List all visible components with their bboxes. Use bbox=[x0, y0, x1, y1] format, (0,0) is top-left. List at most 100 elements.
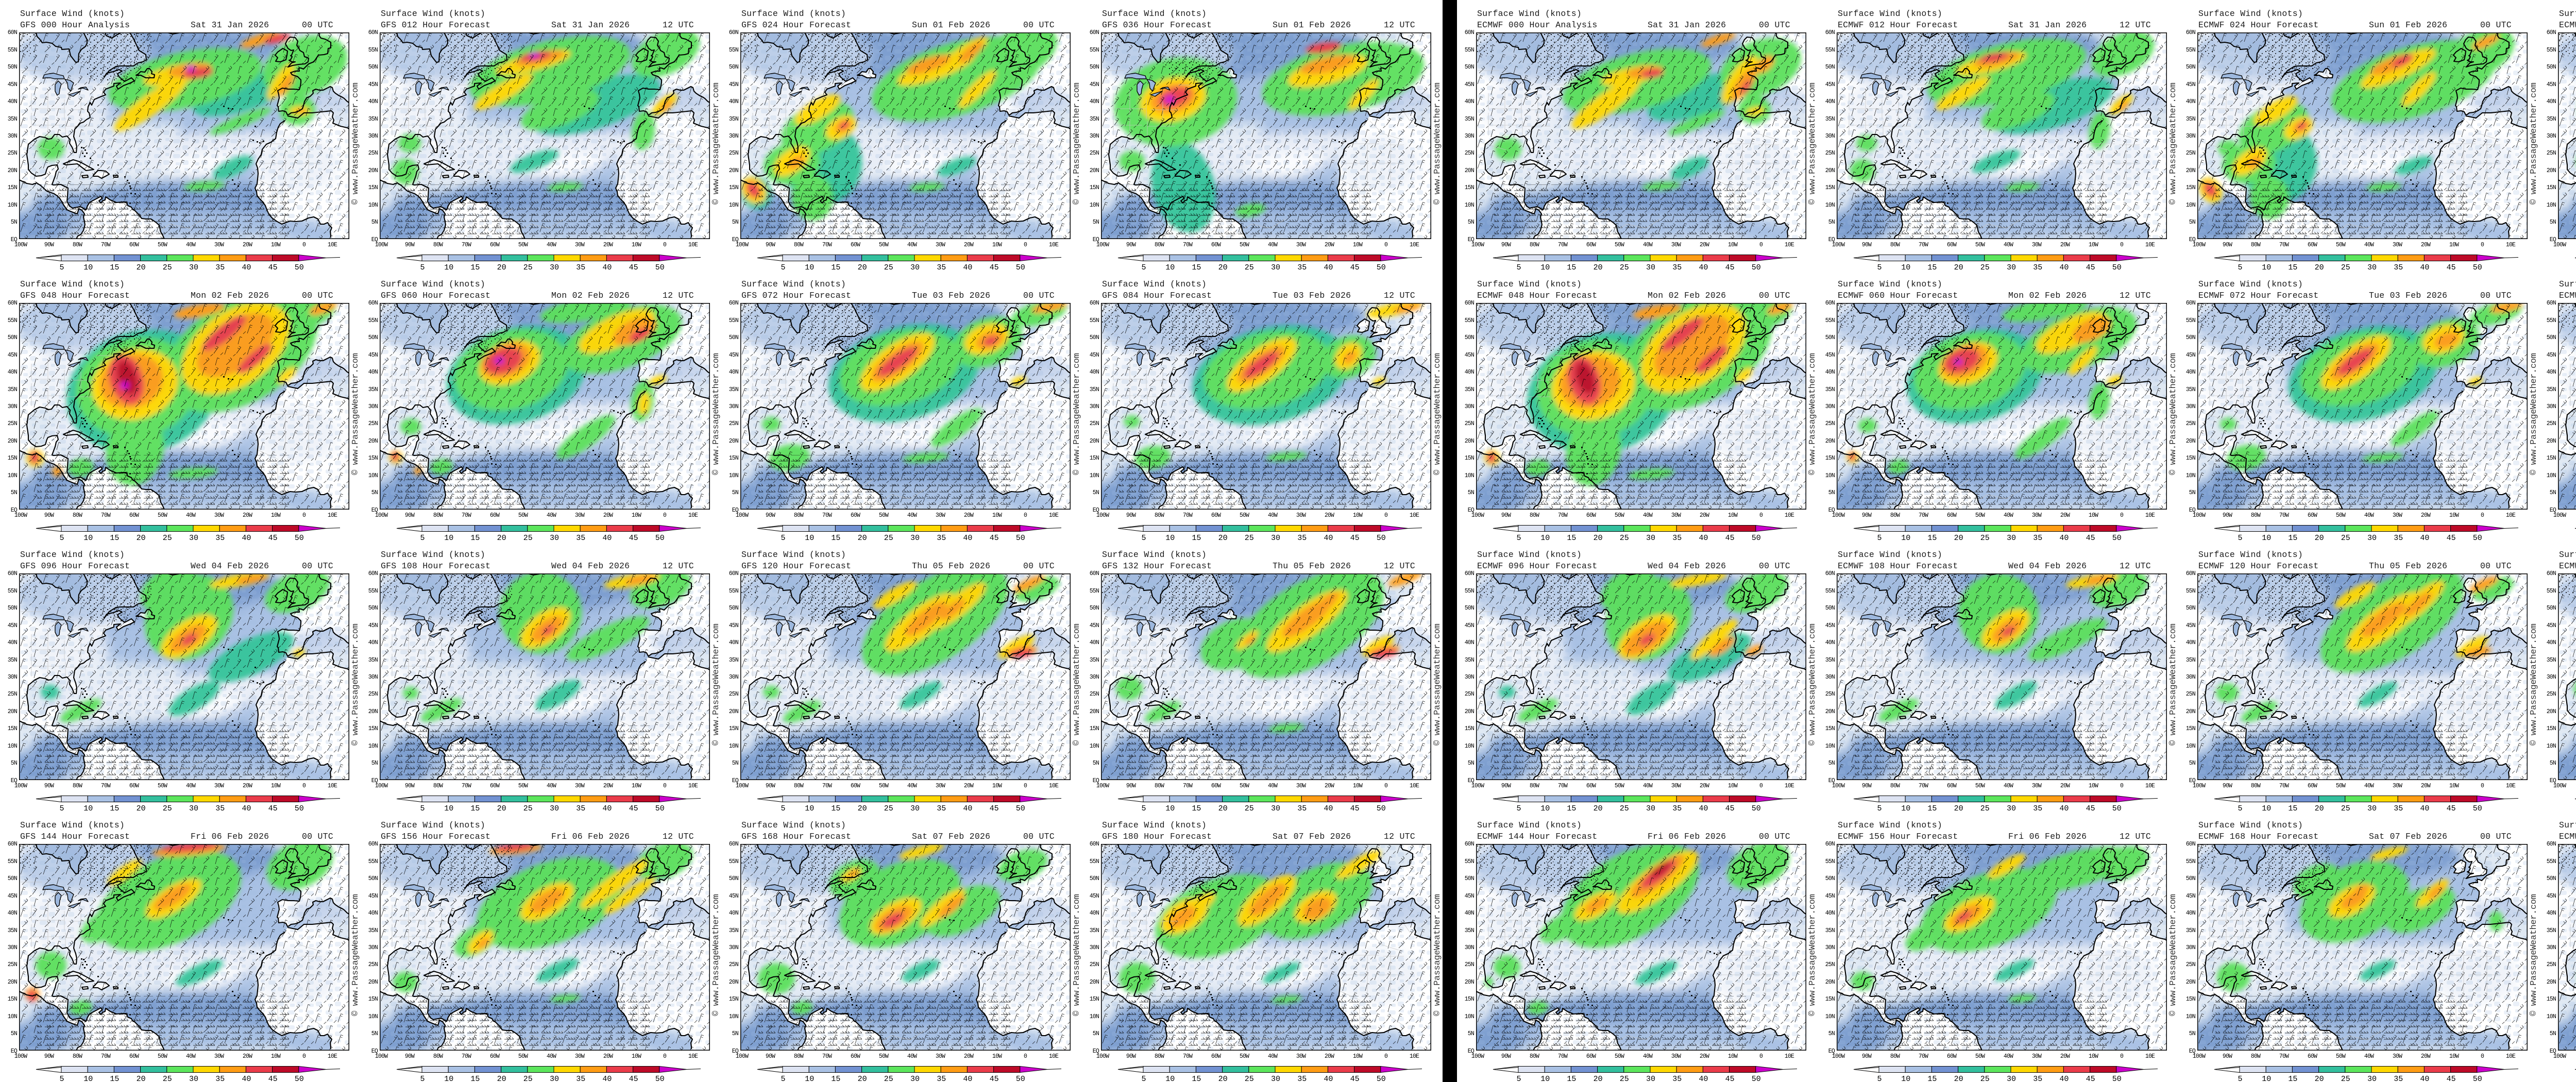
svg-text:00 UTC: 00 UTC bbox=[1023, 832, 1055, 841]
svg-text:GFS 156 Hour Forecast: GFS 156 Hour Forecast bbox=[381, 832, 490, 841]
svg-text:12 UTC: 12 UTC bbox=[1384, 561, 1415, 571]
svg-text:Surface Wind (knots): Surface Wind (knots) bbox=[1477, 279, 1582, 289]
svg-text:12 UTC: 12 UTC bbox=[2120, 291, 2151, 300]
svg-text:00 UTC: 00 UTC bbox=[1023, 291, 1055, 300]
svg-text:Surface Wind (knots): Surface Wind (knots) bbox=[381, 550, 485, 560]
svg-text:Surface Wind (knots): Surface Wind (knots) bbox=[1477, 820, 1582, 830]
svg-text:ECMWF 180 Hour Forecast: ECMWF 180 Hour Forecast bbox=[2559, 832, 2576, 841]
svg-text:12 UTC: 12 UTC bbox=[663, 561, 694, 571]
svg-text:ECMWF 108 Hour Forecast: ECMWF 108 Hour Forecast bbox=[1838, 561, 1958, 571]
svg-text:00 UTC: 00 UTC bbox=[1023, 20, 1055, 30]
svg-text:00 UTC: 00 UTC bbox=[2480, 291, 2512, 300]
svg-text:Tue 03 Feb 2026: Tue 03 Feb 2026 bbox=[1273, 291, 1351, 300]
svg-text:Thu 05 Feb 2026: Thu 05 Feb 2026 bbox=[2369, 561, 2447, 571]
svg-text:00 UTC: 00 UTC bbox=[302, 20, 333, 30]
svg-text:ECMWF 072 Hour Forecast: ECMWF 072 Hour Forecast bbox=[2198, 291, 2319, 300]
svg-text:Surface Wind (knots): Surface Wind (knots) bbox=[20, 9, 125, 19]
svg-text:00 UTC: 00 UTC bbox=[1759, 561, 1790, 571]
svg-text:Surface Wind (knots): Surface Wind (knots) bbox=[741, 9, 846, 19]
svg-text:00 UTC: 00 UTC bbox=[302, 291, 333, 300]
svg-text:Surface Wind (knots): Surface Wind (knots) bbox=[1102, 550, 1207, 560]
svg-text:GFS 096 Hour Forecast: GFS 096 Hour Forecast bbox=[20, 561, 130, 571]
svg-text:Surface Wind (knots): Surface Wind (knots) bbox=[1477, 550, 1582, 560]
svg-text:Mon 02 Feb 2026: Mon 02 Feb 2026 bbox=[1648, 291, 1726, 300]
svg-text:Sat 31 Jan 2026: Sat 31 Jan 2026 bbox=[551, 20, 630, 30]
svg-text:00 UTC: 00 UTC bbox=[1023, 561, 1055, 571]
svg-text:Surface Wind (knots): Surface Wind (knots) bbox=[1102, 9, 1207, 19]
svg-text:Mon 02 Feb 2026: Mon 02 Feb 2026 bbox=[2008, 291, 2087, 300]
svg-text:ECMWF 156 Hour Forecast: ECMWF 156 Hour Forecast bbox=[1838, 832, 1958, 841]
svg-text:Surface Wind (knots): Surface Wind (knots) bbox=[381, 9, 485, 19]
svg-text:Sat 31 Jan 2026: Sat 31 Jan 2026 bbox=[191, 20, 269, 30]
svg-text:Surface Wind (knots): Surface Wind (knots) bbox=[381, 279, 485, 289]
svg-text:Surface Wind (knots): Surface Wind (knots) bbox=[20, 279, 125, 289]
svg-text:Fri 06 Feb 2026: Fri 06 Feb 2026 bbox=[1648, 832, 1726, 841]
svg-text:12 UTC: 12 UTC bbox=[1384, 20, 1415, 30]
svg-text:Sat 07 Feb 2026: Sat 07 Feb 2026 bbox=[2369, 832, 2447, 841]
svg-text:ECMWF 144 Hour Forecast: ECMWF 144 Hour Forecast bbox=[1477, 832, 1598, 841]
svg-text:00 UTC: 00 UTC bbox=[2480, 832, 2512, 841]
svg-text:ECMWF 024 Hour Forecast: ECMWF 024 Hour Forecast bbox=[2198, 20, 2319, 30]
svg-text:ECMWF 096 Hour Forecast: ECMWF 096 Hour Forecast bbox=[1477, 561, 1598, 571]
svg-text:GFS 024 Hour Forecast: GFS 024 Hour Forecast bbox=[741, 20, 851, 30]
svg-text:Surface Wind (knots): Surface Wind (knots) bbox=[20, 820, 125, 830]
svg-text:Surface Wind (knots): Surface Wind (knots) bbox=[2198, 550, 2303, 560]
svg-text:Surface Wind (knots): Surface Wind (knots) bbox=[381, 820, 485, 830]
svg-text:12 UTC: 12 UTC bbox=[2120, 561, 2151, 571]
svg-text:00 UTC: 00 UTC bbox=[2480, 561, 2512, 571]
svg-text:12 UTC: 12 UTC bbox=[1384, 832, 1415, 841]
svg-text:GFS 000 Hour Analysis: GFS 000 Hour Analysis bbox=[20, 20, 130, 30]
svg-text:12 UTC: 12 UTC bbox=[2120, 20, 2151, 30]
svg-text:12 UTC: 12 UTC bbox=[2120, 832, 2151, 841]
svg-text:Surface Wind (knots): Surface Wind (knots) bbox=[1102, 279, 1207, 289]
svg-text:ECMWF 060 Hour Forecast: ECMWF 060 Hour Forecast bbox=[1838, 291, 1958, 300]
svg-text:ECMWF 036 Hour Forecast: ECMWF 036 Hour Forecast bbox=[2559, 20, 2576, 30]
svg-text:Sat 07 Feb 2026: Sat 07 Feb 2026 bbox=[1273, 832, 1351, 841]
svg-text:00 UTC: 00 UTC bbox=[1759, 291, 1790, 300]
svg-text:12 UTC: 12 UTC bbox=[663, 20, 694, 30]
svg-text:GFS 060 Hour Forecast: GFS 060 Hour Forecast bbox=[381, 291, 490, 300]
svg-text:Surface Wind (knots): Surface Wind (knots) bbox=[2559, 820, 2576, 830]
svg-text:Wed 04 Feb 2026: Wed 04 Feb 2026 bbox=[191, 561, 269, 571]
svg-text:Surface Wind (knots): Surface Wind (knots) bbox=[2198, 9, 2303, 19]
svg-text:ECMWF 012 Hour Forecast: ECMWF 012 Hour Forecast bbox=[1838, 20, 1958, 30]
svg-text:Sun 01 Feb 2026: Sun 01 Feb 2026 bbox=[2369, 20, 2447, 30]
svg-text:GFS 108 Hour Forecast: GFS 108 Hour Forecast bbox=[381, 561, 490, 571]
svg-text:Fri 06 Feb 2026: Fri 06 Feb 2026 bbox=[2008, 832, 2087, 841]
svg-text:ECMWF 048 Hour Forecast: ECMWF 048 Hour Forecast bbox=[1477, 291, 1598, 300]
svg-text:Tue 03 Feb 2026: Tue 03 Feb 2026 bbox=[912, 291, 990, 300]
svg-text:12 UTC: 12 UTC bbox=[663, 291, 694, 300]
svg-text:Surface Wind (knots): Surface Wind (knots) bbox=[1102, 820, 1207, 830]
svg-text:GFS 012 Hour Forecast: GFS 012 Hour Forecast bbox=[381, 20, 490, 30]
svg-text:GFS 144 Hour Forecast: GFS 144 Hour Forecast bbox=[20, 832, 130, 841]
svg-text:GFS 048 Hour Forecast: GFS 048 Hour Forecast bbox=[20, 291, 130, 300]
svg-text:Surface Wind (knots): Surface Wind (knots) bbox=[1838, 820, 1942, 830]
svg-text:Wed 04 Feb 2026: Wed 04 Feb 2026 bbox=[2008, 561, 2087, 571]
svg-text:Wed 04 Feb 2026: Wed 04 Feb 2026 bbox=[551, 561, 630, 571]
svg-text:GFS 084 Hour Forecast: GFS 084 Hour Forecast bbox=[1102, 291, 1212, 300]
svg-text:Fri 06 Feb 2026: Fri 06 Feb 2026 bbox=[191, 832, 269, 841]
svg-text:ECMWF 084 Hour Forecast: ECMWF 084 Hour Forecast bbox=[2559, 291, 2576, 300]
svg-text:GFS 120 Hour Forecast: GFS 120 Hour Forecast bbox=[741, 561, 851, 571]
svg-text:Surface Wind (knots): Surface Wind (knots) bbox=[741, 550, 846, 560]
svg-text:Thu 05 Feb 2026: Thu 05 Feb 2026 bbox=[1273, 561, 1351, 571]
svg-text:Wed 04 Feb 2026: Wed 04 Feb 2026 bbox=[1648, 561, 1726, 571]
svg-text:Sat 07 Feb 2026: Sat 07 Feb 2026 bbox=[912, 832, 990, 841]
svg-text:Surface Wind (knots): Surface Wind (knots) bbox=[2198, 279, 2303, 289]
svg-text:00 UTC: 00 UTC bbox=[1759, 20, 1790, 30]
svg-text:Surface Wind (knots): Surface Wind (knots) bbox=[741, 279, 846, 289]
svg-text:ECMWF 000 Hour Analysis: ECMWF 000 Hour Analysis bbox=[1477, 20, 1598, 30]
svg-text:00 UTC: 00 UTC bbox=[302, 561, 333, 571]
svg-text:Surface Wind (knots): Surface Wind (knots) bbox=[2198, 820, 2303, 830]
svg-text:Surface Wind (knots): Surface Wind (knots) bbox=[2559, 550, 2576, 560]
svg-text:12 UTC: 12 UTC bbox=[1384, 291, 1415, 300]
svg-text:Surface Wind (knots): Surface Wind (knots) bbox=[2559, 279, 2576, 289]
svg-text:Surface Wind (knots): Surface Wind (knots) bbox=[1838, 279, 1942, 289]
svg-text:00 UTC: 00 UTC bbox=[2480, 20, 2512, 30]
svg-text:GFS 132 Hour Forecast: GFS 132 Hour Forecast bbox=[1102, 561, 1212, 571]
svg-text:00 UTC: 00 UTC bbox=[302, 832, 333, 841]
svg-text:00 UTC: 00 UTC bbox=[1759, 832, 1790, 841]
svg-text:ECMWF 168 Hour Forecast: ECMWF 168 Hour Forecast bbox=[2198, 832, 2319, 841]
svg-text:GFS 036 Hour Forecast: GFS 036 Hour Forecast bbox=[1102, 20, 1212, 30]
svg-text:Mon 02 Feb 2026: Mon 02 Feb 2026 bbox=[551, 291, 630, 300]
